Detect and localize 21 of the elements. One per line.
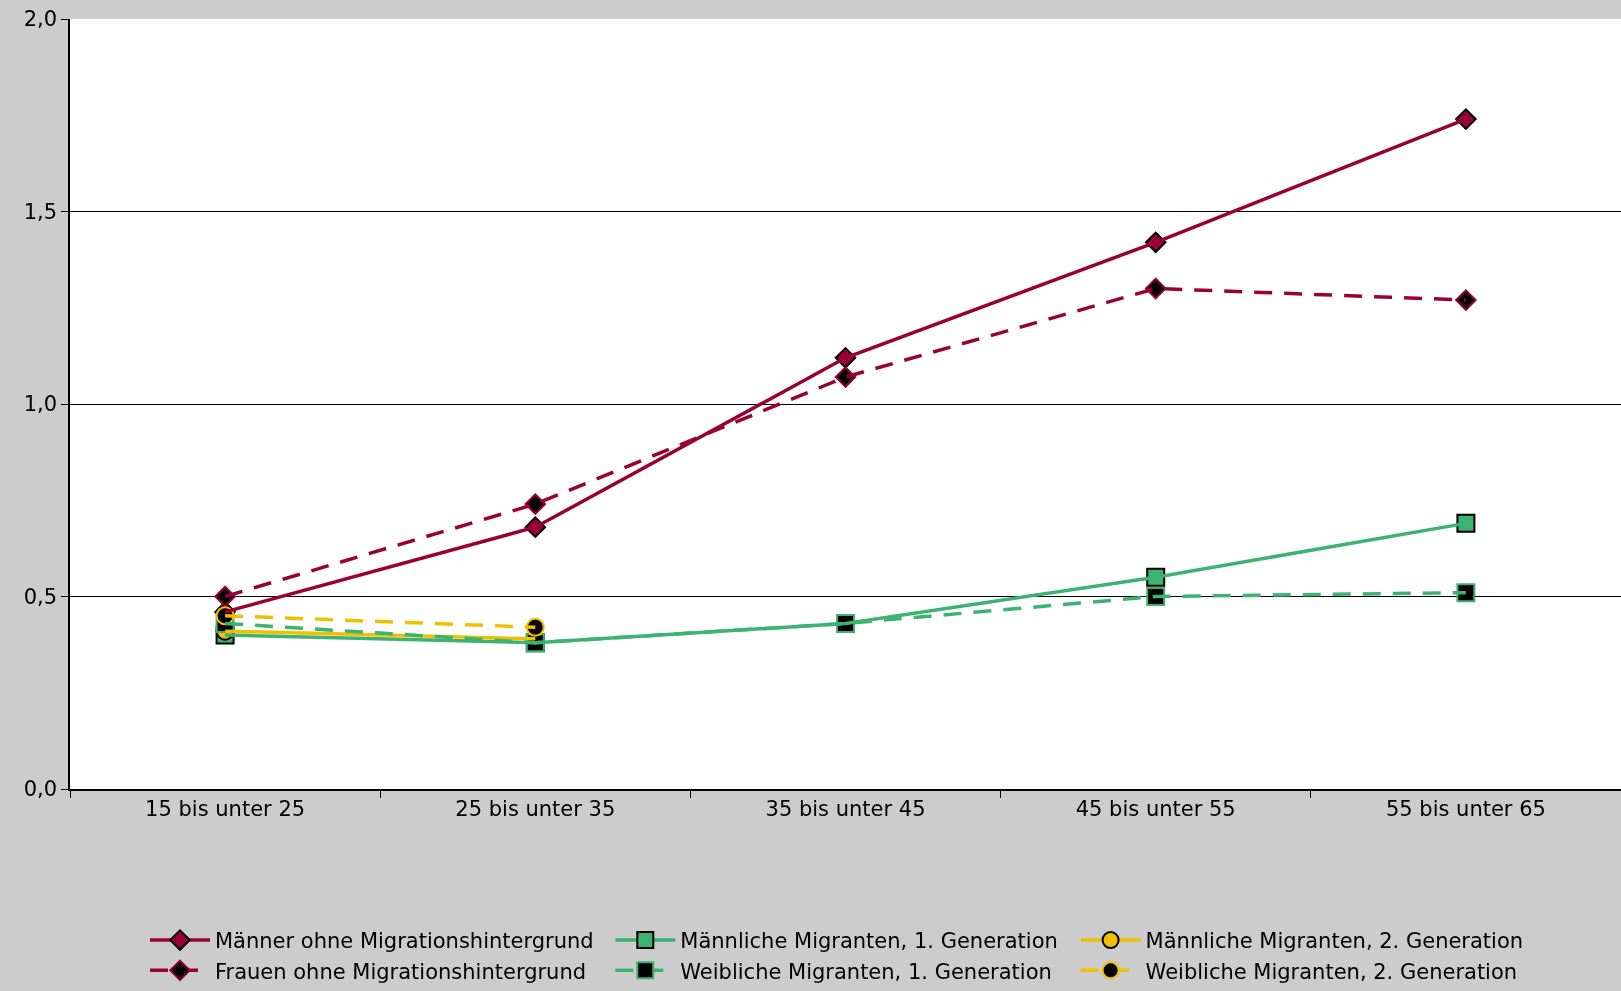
legend-label: Männliche Migranten, 2. Generation xyxy=(1145,929,1524,954)
x-tick-label: 45 bis unter 55 xyxy=(1075,796,1236,821)
y-tick-label: 2,0 xyxy=(23,7,58,32)
legend-label: Frauen ohne Migrationshintergrund xyxy=(215,959,587,984)
point xyxy=(524,493,547,515)
x-tick-label: 55 bis unter 65 xyxy=(1385,796,1546,821)
legend-label: Männer ohne Migrationshintergrund xyxy=(215,929,594,954)
y-tick-label: 1,5 xyxy=(23,199,58,224)
point xyxy=(1455,289,1477,311)
y-tick-label: 0,5 xyxy=(23,584,58,609)
x-tick-label: 15 bis unter 25 xyxy=(145,796,306,821)
y-tick-label: 0,0 xyxy=(23,777,58,802)
legend-label: Weibliche Migranten, 1. Generation xyxy=(680,959,1052,984)
y-tick-label: 1,0 xyxy=(23,392,58,417)
legend-label: Weibliche Migranten, 2. Generation xyxy=(1145,959,1518,984)
legend-label: Männliche Migranten, 1. Generation xyxy=(680,929,1058,954)
point xyxy=(1455,108,1477,130)
x-tick-label: 35 bis unter 45 xyxy=(765,796,926,821)
point xyxy=(1456,513,1476,533)
x-tick-label: 25 bis unter 35 xyxy=(455,796,616,821)
point xyxy=(1456,583,1476,603)
